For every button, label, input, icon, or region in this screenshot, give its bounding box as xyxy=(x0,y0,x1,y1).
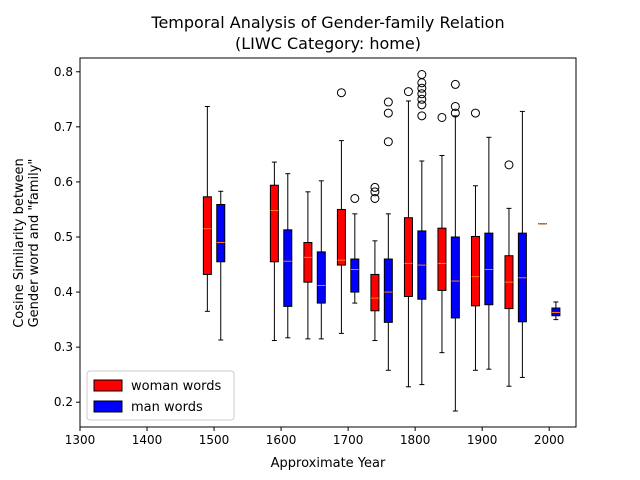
y-tick-label: 0.4 xyxy=(54,285,73,299)
box-iqr xyxy=(336,208,346,266)
box-iqr xyxy=(450,236,460,319)
box-man-1700 xyxy=(350,193,360,304)
outlier-point xyxy=(470,108,480,118)
chart-title-line1: Temporal Analysis of Gender-family Relat… xyxy=(150,13,504,32)
y-tick-label: 0.7 xyxy=(54,120,73,134)
x-tick-label: 1300 xyxy=(65,433,96,447)
box-woman-1850 xyxy=(437,112,447,354)
box-iqr xyxy=(551,307,561,317)
box-woman-1500 xyxy=(202,105,212,312)
box-man-1850 xyxy=(450,79,460,412)
outlier-point xyxy=(417,89,427,99)
x-tick-label: 1400 xyxy=(132,433,163,447)
box-woman-1750 xyxy=(370,182,380,342)
box-iqr xyxy=(283,229,293,307)
y-tick-label: 0.3 xyxy=(54,340,73,354)
legend-label-man: man words xyxy=(131,400,203,415)
chart-title-line2: (LIWC Category: home) xyxy=(235,34,421,53)
outlier-point xyxy=(417,83,427,93)
y-axis-label-group: Cosine Similarity between Gender word an… xyxy=(12,158,42,328)
x-tick-label: 1700 xyxy=(333,433,364,447)
box-iqr xyxy=(370,273,380,312)
box-man-1500 xyxy=(216,190,226,341)
legend-frame xyxy=(86,370,235,421)
outlier-point xyxy=(504,160,514,170)
box-iqr xyxy=(269,184,279,263)
outlier-point xyxy=(417,100,427,110)
outlier-point xyxy=(417,94,427,104)
y-tick-label: 0.2 xyxy=(54,395,73,409)
outlier-point xyxy=(417,78,427,88)
box-iqr xyxy=(350,258,360,293)
outlier-point xyxy=(336,88,346,98)
box-iqr xyxy=(383,258,393,323)
box-man-1950 xyxy=(517,110,527,378)
box-man-2000 xyxy=(551,301,561,321)
box-iqr xyxy=(216,203,226,263)
box-iqr xyxy=(202,196,212,275)
outlier-point xyxy=(370,182,380,192)
legend-label-woman: woman words xyxy=(131,379,222,394)
x-tick-label: 1900 xyxy=(467,433,498,447)
box-iqr xyxy=(316,251,326,304)
box-iqr xyxy=(484,232,494,306)
x-tick-label: 1800 xyxy=(400,433,431,447)
outlier-point xyxy=(370,187,380,197)
x-tick-label: 1500 xyxy=(199,433,230,447)
y-axis-label-line2: Gender word and "family" xyxy=(27,159,42,328)
outlier-point xyxy=(403,87,413,97)
box-man-1650 xyxy=(316,180,326,340)
y-tick-label: 0.5 xyxy=(54,230,73,244)
outlier-point xyxy=(450,79,460,89)
plot-frame xyxy=(79,57,577,428)
box-woman-1600 xyxy=(269,161,279,342)
box-iqr xyxy=(303,242,313,283)
x-tick-label: 1600 xyxy=(266,433,297,447)
x-axis-label: Approximate Year xyxy=(271,456,386,471)
legend: woman words man words xyxy=(86,370,235,421)
outlier-point xyxy=(450,101,460,111)
box-man-1600 xyxy=(283,173,293,339)
outlier-point xyxy=(370,193,380,203)
legend-swatch-man xyxy=(93,400,123,413)
box-iqr xyxy=(470,235,480,307)
box-iqr xyxy=(437,227,447,291)
outlier-point xyxy=(383,108,393,118)
y-tick-label: 0.8 xyxy=(54,65,73,79)
box-woman-1650 xyxy=(303,191,313,340)
outlier-point xyxy=(383,137,393,147)
box-woman-1800 xyxy=(403,87,413,388)
box-woman-1900 xyxy=(470,108,480,371)
outlier-point xyxy=(437,112,447,122)
outlier-point xyxy=(450,108,460,118)
outlier-point xyxy=(350,193,360,203)
y-tick-label: 0.6 xyxy=(54,175,73,189)
axes: 1300 1400 1500 1600 1700 1800 1900 2000 0.2 0.3 0.… xyxy=(54,65,565,447)
box-iqr xyxy=(403,217,413,297)
box-man-1900 xyxy=(484,136,494,370)
box-man-1750 xyxy=(383,97,393,371)
outlier-point xyxy=(417,111,427,121)
outlier-point xyxy=(383,97,393,107)
y-axis-label-line1: Cosine Similarity between xyxy=(12,158,27,328)
box-woman-1950 xyxy=(504,160,514,387)
outlier-point xyxy=(417,70,427,80)
box-woman-1700 xyxy=(336,88,346,334)
legend-swatch-woman xyxy=(93,379,123,392)
x-tick-label: 2000 xyxy=(534,433,565,447)
plot-area xyxy=(202,70,561,412)
box-man-1800 xyxy=(417,70,427,386)
